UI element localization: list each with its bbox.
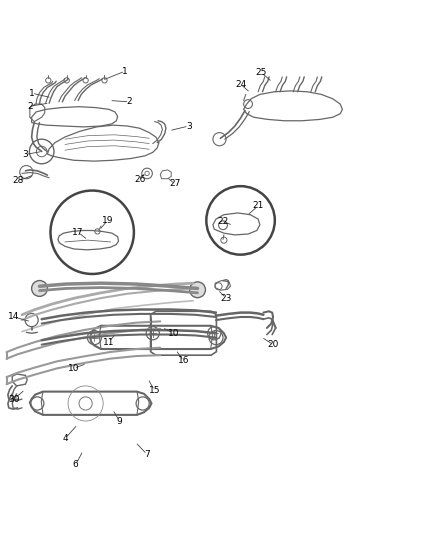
Text: 21: 21 <box>252 201 263 211</box>
Text: 2: 2 <box>27 102 32 111</box>
Text: 10: 10 <box>68 364 79 373</box>
Text: 19: 19 <box>102 216 113 225</box>
Text: 25: 25 <box>255 68 266 77</box>
Text: 9: 9 <box>116 416 122 425</box>
Circle shape <box>32 280 47 296</box>
Text: 14: 14 <box>8 312 20 321</box>
Text: 17: 17 <box>72 228 84 237</box>
Circle shape <box>189 282 205 297</box>
Text: 22: 22 <box>217 217 228 226</box>
Text: 1: 1 <box>122 67 128 76</box>
Text: 6: 6 <box>72 461 78 470</box>
Text: 27: 27 <box>169 180 180 189</box>
Text: 23: 23 <box>220 294 231 303</box>
Text: 7: 7 <box>144 450 150 459</box>
Text: 4: 4 <box>62 434 67 443</box>
Text: 26: 26 <box>134 175 145 184</box>
Text: 3: 3 <box>185 122 191 131</box>
Text: 10: 10 <box>167 329 179 338</box>
Text: 15: 15 <box>148 386 160 395</box>
Text: 16: 16 <box>177 357 189 366</box>
Text: 3: 3 <box>22 150 28 159</box>
Text: 30: 30 <box>8 394 20 403</box>
Text: 2: 2 <box>127 98 132 107</box>
Text: 24: 24 <box>234 80 246 89</box>
Text: 20: 20 <box>267 340 278 349</box>
Text: 28: 28 <box>13 176 24 185</box>
Text: 11: 11 <box>103 337 114 346</box>
Text: 1: 1 <box>28 88 35 98</box>
